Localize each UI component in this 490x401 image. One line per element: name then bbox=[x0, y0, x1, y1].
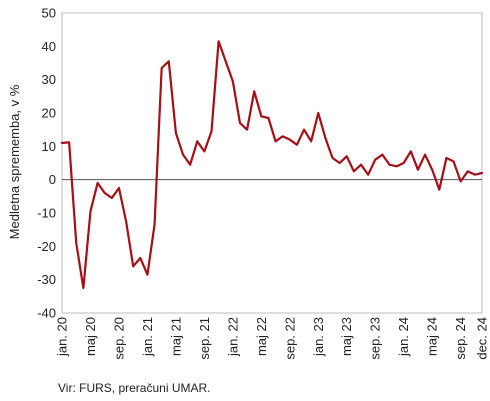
y-tick-label: 40 bbox=[42, 39, 56, 54]
y-tick-label: -40 bbox=[37, 306, 56, 321]
x-tick-label: jan. 22 bbox=[225, 317, 240, 357]
x-tick-label: jan. 23 bbox=[311, 317, 326, 357]
series-line bbox=[60, 40, 484, 290]
x-tick-label: jan. 24 bbox=[396, 317, 411, 357]
y-tick-label: 20 bbox=[42, 106, 56, 121]
x-tick-label: maj 21 bbox=[168, 317, 183, 356]
x-tick-label: maj 20 bbox=[83, 317, 98, 356]
y-axis-title: Medletna sprememba, v % bbox=[7, 84, 22, 239]
x-tick-label: maj 24 bbox=[425, 317, 440, 356]
y-tick-label: 0 bbox=[49, 172, 56, 187]
y-tick-label: -20 bbox=[37, 239, 56, 254]
x-tick-label: sep. 20 bbox=[111, 317, 126, 360]
series-layer bbox=[60, 40, 484, 290]
x-tick-label: maj 22 bbox=[254, 317, 269, 356]
plot-frame bbox=[61, 12, 483, 314]
x-tick-label: sep. 21 bbox=[197, 317, 212, 360]
y-tick-label: 30 bbox=[42, 72, 56, 87]
x-tick-label: dec. 24 bbox=[475, 317, 490, 360]
x-tick-label: jan. 20 bbox=[55, 317, 70, 357]
y-tick-label: -30 bbox=[37, 272, 56, 287]
x-axis-ticks: jan. 20 maj 20 sep. 20 jan. 21 maj 21 sep. 21… bbox=[55, 317, 490, 360]
x-tick-label: maj 23 bbox=[339, 317, 354, 356]
x-tick-label: jan. 21 bbox=[140, 317, 155, 357]
source-note: Vir: FURS, preračuni UMAR. bbox=[58, 381, 211, 395]
y-tick-label: -10 bbox=[37, 206, 56, 221]
x-tick-label: sep. 22 bbox=[282, 317, 297, 360]
plot-area: -40 -30 -20 -10 0 10 20 30 40 50 jan. 20 maj 20 sep… bbox=[37, 6, 489, 360]
y-axis-ticks: -40 -30 -20 -10 0 10 20 30 40 50 bbox=[37, 6, 56, 321]
y-tick-label: 50 bbox=[42, 6, 56, 21]
x-tick-label: sep. 23 bbox=[368, 317, 383, 360]
y-tick-label: 10 bbox=[42, 139, 56, 154]
x-tick-label: sep. 24 bbox=[453, 317, 468, 360]
